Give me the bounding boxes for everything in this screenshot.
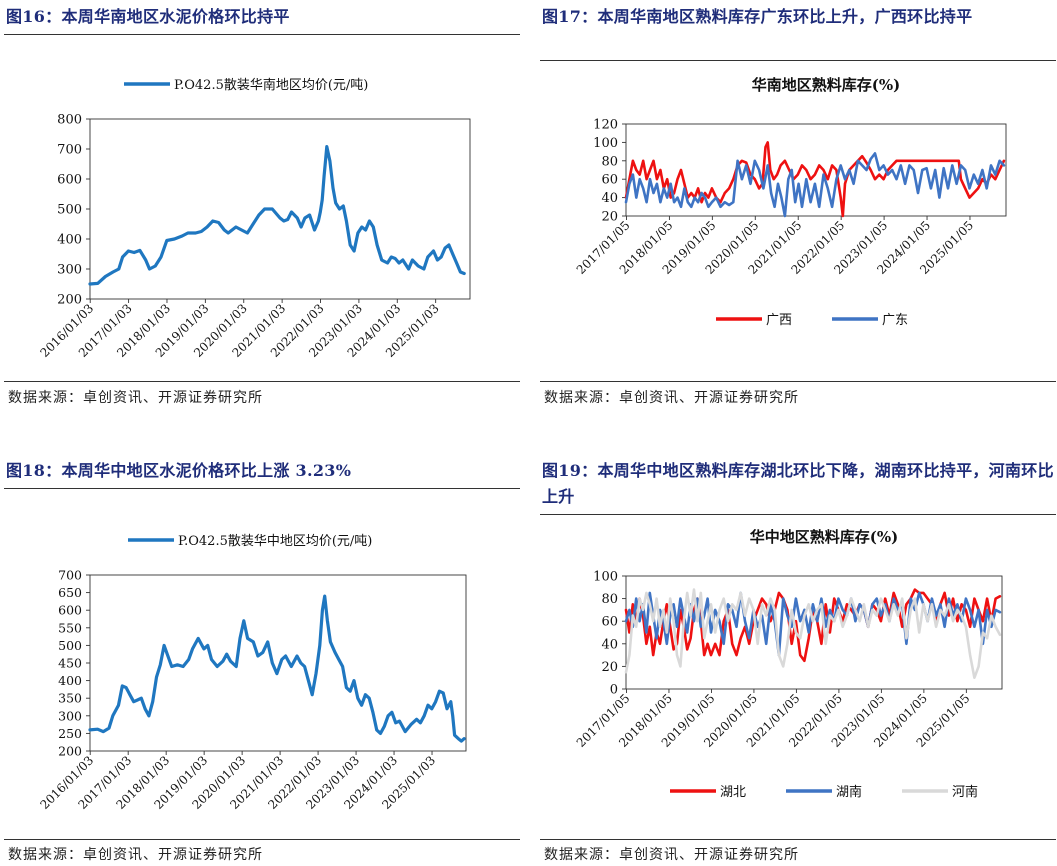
y-tick-label: 600: [58, 603, 82, 618]
y-tick-label: 20: [601, 660, 618, 675]
legend-label: 湖北: [720, 785, 746, 800]
legend-label: P.O42.5散装华南地区均价(元/吨): [174, 77, 368, 93]
figure-18-panel: 图18：本周华中地区水泥价格环比上涨 3.23% 200 250 300 350 400…: [4, 454, 520, 866]
y-tick-label: 200: [57, 293, 82, 308]
chart-figure-18: 2002503003504004505005506006507002016/01…: [38, 534, 467, 812]
figure-title: 图19：本周华中地区熟料库存湖北环比下降，湖南环比持平，河南环比上升: [542, 461, 1054, 506]
y-tick-label: 700: [57, 143, 82, 158]
chart-title: 华南地区熟料库存(%): [752, 76, 900, 94]
y-tick-label: 60: [601, 615, 618, 630]
source-note: 数据来源：卓创资讯、开源证券研究所: [544, 847, 799, 863]
y-tick-label: 700: [58, 568, 82, 583]
legend-label: 广西: [766, 313, 792, 328]
plot-area: [89, 118, 471, 300]
y-tick-label: 350: [58, 691, 82, 706]
y-tick-label: 600: [57, 173, 82, 188]
y-tick-label: 400: [58, 673, 82, 688]
title-rule: [4, 488, 520, 489]
source-rule: [540, 381, 1056, 382]
y-tick-label: 200: [58, 744, 82, 759]
y-tick-label: 500: [57, 203, 82, 218]
y-tick-label: 120: [593, 118, 618, 133]
series-line-1: [624, 152, 1006, 218]
y-tick-label: 0: [610, 683, 618, 698]
legend-label: 湖南: [836, 784, 862, 800]
y-tick-label: 500: [58, 638, 82, 653]
figure-title: 图16：本周华南地区水泥价格环比持平: [6, 7, 290, 26]
y-tick-label: 450: [58, 656, 82, 671]
legend-label: P.O42.5散装华中地区均价(元/吨): [178, 534, 372, 549]
figure-16-panel: 图16：本周华南地区水泥价格环比持平 200 300 400 500 600 700 800…: [4, 0, 520, 412]
title-rule: [540, 514, 1056, 515]
y-tick-label: 800: [57, 113, 82, 128]
source-note: 数据来源：卓创资讯、开源证券研究所: [8, 390, 263, 406]
source-note: 数据来源：卓创资讯、开源证券研究所: [8, 847, 263, 863]
chart-figure-17: 华南地区熟料库存(%)204060801001202017/01/052018/…: [574, 76, 1007, 328]
y-tick-label: 60: [601, 173, 618, 188]
y-tick-label: 40: [601, 637, 618, 652]
series-line-0: [624, 141, 1006, 218]
figure-title: 图18：本周华中地区水泥价格环比上涨 3.23%: [6, 461, 352, 480]
source-rule: [4, 381, 520, 382]
figure-19-panel: 图19：本周华中地区熟料库存湖北环比下降，湖南环比持平，河南环比上升 华中地区熟…: [540, 454, 1056, 866]
chart-figure-19: 华中地区熟料库存(%)0204060801002017/01/052018/01…: [574, 528, 1003, 800]
y-tick-label: 400: [57, 233, 82, 248]
series-line-2: [624, 588, 1002, 679]
y-tick-label: 100: [593, 136, 618, 151]
series-line-0: [88, 145, 466, 286]
y-tick-label: 100: [593, 570, 618, 585]
series-line-0: [88, 594, 466, 743]
title-rule: [4, 34, 520, 35]
y-tick-label: 300: [57, 263, 82, 278]
source-rule: [540, 839, 1056, 840]
source-note: 数据来源：卓创资讯、开源证券研究所: [544, 390, 799, 406]
y-tick-label: 80: [601, 592, 618, 607]
figure-title: 图17：本周华南地区熟料库存广东环比上升，广西环比持平: [542, 7, 973, 26]
y-tick-label: 40: [601, 191, 618, 206]
legend-label: 广东: [882, 313, 908, 328]
source-rule: [4, 839, 520, 840]
y-tick-label: 300: [58, 708, 82, 723]
figure-17-panel: 图17：本周华南地区熟料库存广东环比上升，广西环比持平 华南地区熟料库存(%) 2…: [540, 0, 1056, 412]
y-tick-label: 20: [601, 210, 618, 225]
plot-area: [625, 575, 1003, 690]
series-line-1: [624, 591, 1002, 657]
plot-area: [625, 123, 1007, 217]
y-tick-label: 650: [58, 585, 82, 600]
legend-label: 河南: [952, 784, 978, 800]
y-tick-label: 550: [58, 620, 82, 635]
chart-title: 华中地区熟料库存(%): [750, 528, 898, 546]
title-rule: [540, 60, 1056, 61]
y-tick-label: 250: [58, 726, 82, 741]
chart-figure-16: 2003004005006007008002016/01/032017/01/0…: [38, 77, 471, 360]
y-tick-label: 80: [601, 154, 618, 169]
